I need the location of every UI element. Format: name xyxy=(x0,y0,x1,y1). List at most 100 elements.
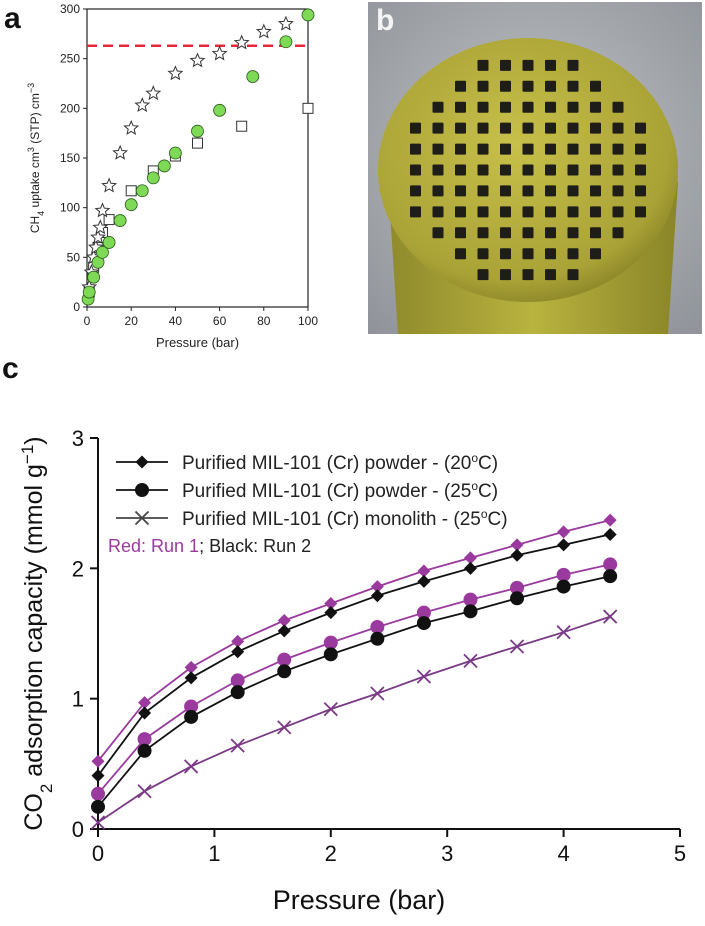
channel-hole xyxy=(567,164,579,176)
diamond-point xyxy=(557,538,571,552)
star-point xyxy=(189,52,206,68)
series-powder-20c-run-1 xyxy=(91,513,617,768)
channel-hole xyxy=(432,185,444,197)
circle-point xyxy=(102,236,116,249)
channel-hole xyxy=(432,206,444,218)
channel-hole xyxy=(612,101,624,113)
channel-hole xyxy=(500,164,511,176)
circle-point xyxy=(213,103,227,117)
diamond-point xyxy=(417,574,431,588)
star-point xyxy=(145,85,162,101)
circle-point xyxy=(91,786,105,801)
x-tick-label: 5 xyxy=(674,841,686,866)
diamond-point xyxy=(184,660,198,674)
channel-hole xyxy=(567,122,579,134)
circle-point xyxy=(87,270,101,284)
circle-point xyxy=(416,616,431,631)
x-tick-label: 4 xyxy=(557,841,569,866)
star-point xyxy=(112,144,129,160)
channel-hole xyxy=(500,122,511,134)
channel-hole xyxy=(522,101,534,113)
circle-point xyxy=(323,647,338,662)
circle-point xyxy=(137,743,152,758)
diamond-point xyxy=(417,564,431,578)
circle-point xyxy=(184,709,199,724)
circle-point xyxy=(135,184,149,198)
diamond-point xyxy=(277,613,291,627)
y-axis-label: CH4 uptake cm3 (STP) cm−3 xyxy=(26,83,46,233)
diamond-point xyxy=(463,561,477,575)
channel-hole xyxy=(522,164,534,176)
monolith-photo-drawing xyxy=(368,2,702,334)
x-axis-label: Pressure (bar) xyxy=(156,335,239,350)
diamond-point xyxy=(91,769,105,783)
circle-point xyxy=(370,619,385,634)
channel-hole xyxy=(477,269,489,281)
diamond-point xyxy=(231,645,245,659)
x-point xyxy=(230,738,245,753)
channel-hole xyxy=(500,185,511,197)
x-point xyxy=(323,701,338,717)
channel-hole xyxy=(522,206,534,218)
channel-hole xyxy=(635,164,646,176)
diamond-point xyxy=(510,548,524,562)
circle-point xyxy=(137,732,152,747)
channel-hole xyxy=(500,206,511,218)
circle-point xyxy=(510,580,525,595)
circle-point xyxy=(246,70,260,83)
circle-point xyxy=(277,664,292,679)
circle-point xyxy=(323,635,338,650)
channel-hole xyxy=(567,143,579,155)
channel-hole xyxy=(500,269,511,281)
channel-hole xyxy=(545,248,556,260)
channel-hole xyxy=(432,143,444,155)
diamond-point xyxy=(324,597,338,611)
diamond-point xyxy=(138,696,152,710)
diamond-point xyxy=(370,580,384,594)
channel-hole xyxy=(477,122,489,134)
legend-run-note: Red: Run 1; Black: Run 2 xyxy=(108,536,311,556)
series-line xyxy=(97,519,611,762)
x-point xyxy=(134,510,150,526)
channel-hole xyxy=(522,122,534,134)
circle-point xyxy=(113,214,127,227)
legend-label: Purified MIL-101 (Cr) powder - (20oC) xyxy=(182,451,498,474)
circle-point xyxy=(416,605,431,620)
x-point xyxy=(137,784,152,799)
circle-point xyxy=(184,699,199,714)
channel-hole xyxy=(432,164,444,176)
channel-hole xyxy=(522,248,534,260)
channel-hole xyxy=(545,101,556,113)
star-point xyxy=(101,177,118,193)
channel-hole xyxy=(590,143,601,155)
x-axis-label: Pressure (bar) xyxy=(273,885,446,915)
x-tick-label: 100 xyxy=(298,314,318,328)
channel-hole xyxy=(545,122,556,134)
channel-hole xyxy=(545,206,556,218)
channel-hole xyxy=(635,122,646,134)
channel-hole xyxy=(567,269,579,281)
channel-hole xyxy=(612,143,624,155)
circle-point xyxy=(191,124,204,138)
circle-point xyxy=(463,604,478,619)
circle-point xyxy=(124,198,138,212)
circle-point xyxy=(463,592,478,607)
channel-hole xyxy=(567,80,579,92)
y-axis-label: CO2 adsorption capacity (mmol g−1) xyxy=(18,436,56,830)
square-point xyxy=(192,137,203,149)
chart-a-ch4-uptake: 0 20 40 60 80 100 0 50 100 150 200 250 300 Pressure (… xyxy=(26,2,318,350)
channel-hole xyxy=(455,206,466,218)
star-point xyxy=(167,65,184,81)
diamond-point xyxy=(603,513,617,527)
series-line xyxy=(97,563,611,795)
channel-hole xyxy=(590,248,601,260)
channel-hole xyxy=(590,227,601,239)
channel-hole xyxy=(500,80,511,92)
channel-hole xyxy=(455,143,466,155)
channel-hole xyxy=(635,143,646,155)
channel-hole xyxy=(545,59,556,71)
channel-hole xyxy=(477,248,489,260)
x-point xyxy=(183,759,199,774)
channel-hole xyxy=(455,164,466,176)
diamond-point xyxy=(370,589,384,603)
